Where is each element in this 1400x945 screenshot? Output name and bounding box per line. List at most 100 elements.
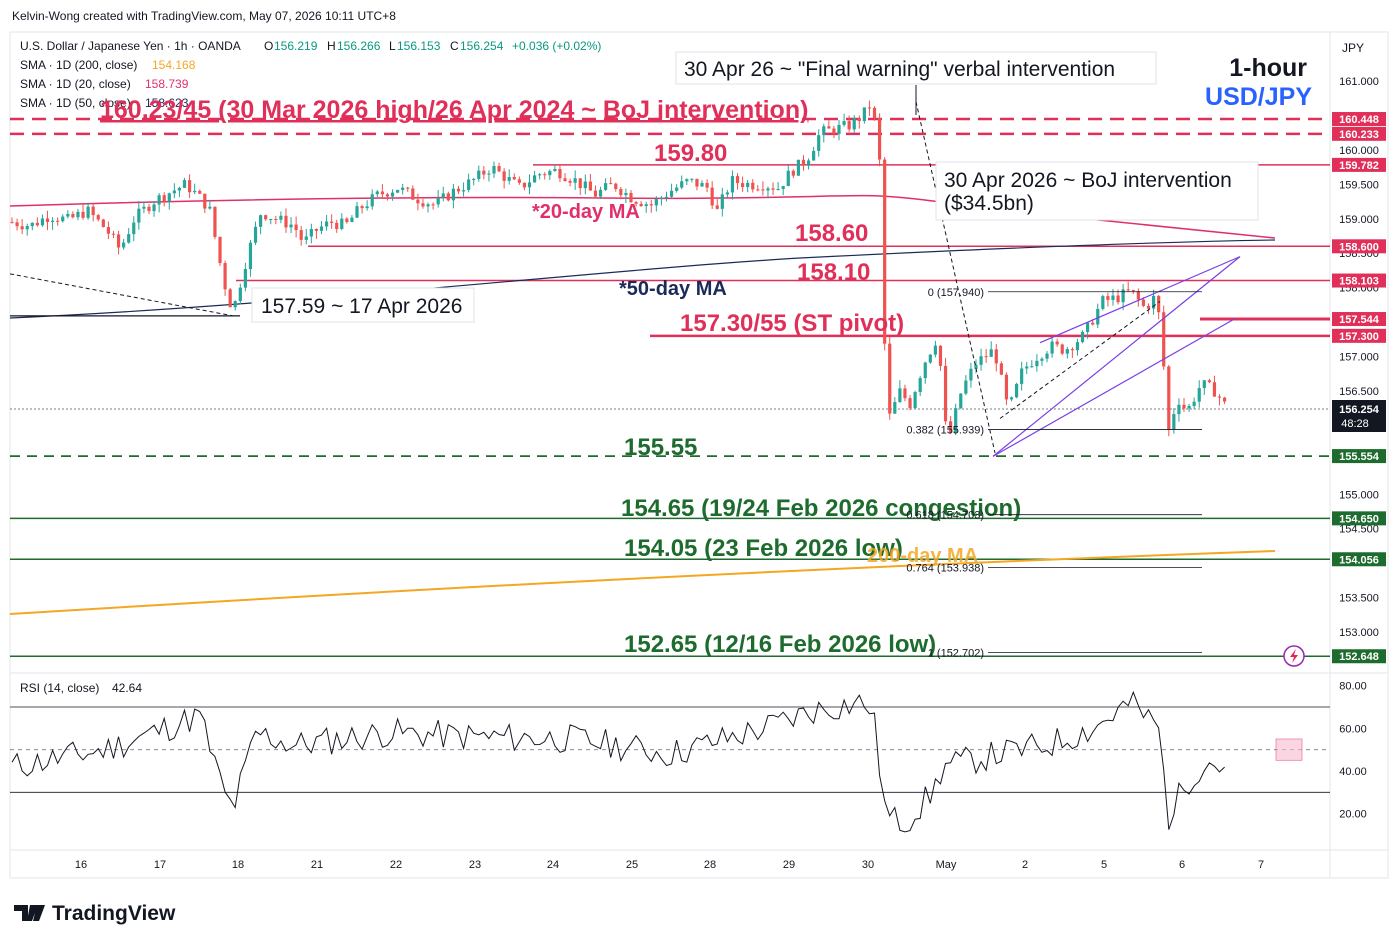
candle-body: [1040, 358, 1044, 361]
candle: [35, 217, 39, 227]
candle-body: [588, 181, 592, 191]
candle: [213, 206, 217, 240]
candle-body: [203, 193, 207, 209]
candle: [751, 179, 755, 193]
candle-body: [456, 188, 461, 192]
time-tick-label: 25: [626, 859, 638, 871]
time-tick-label: 22: [390, 859, 402, 871]
candle: [365, 200, 369, 211]
candle: [512, 173, 516, 181]
candle: [827, 120, 831, 129]
candle: [949, 416, 953, 435]
level-r3-label: 158.60: [795, 220, 868, 247]
candle: [269, 218, 273, 225]
candle: [1060, 343, 1064, 356]
candle-body: [786, 170, 790, 187]
candle-body: [1106, 296, 1110, 300]
candle-body: [279, 215, 283, 220]
candle: [335, 219, 339, 233]
candle: [817, 129, 821, 157]
candle: [1177, 398, 1181, 422]
price-tag-text: 154.056: [1339, 554, 1379, 566]
time-tick-label: 29: [783, 859, 795, 871]
symbol-label[interactable]: U.S. Dollar / Japanese Yen · 1h · OANDA: [20, 39, 241, 53]
candle-body: [888, 343, 892, 414]
candles-layer: [10, 100, 1227, 437]
sma200-label: SMA · 1D (200, close): [20, 58, 137, 72]
candle: [979, 348, 983, 371]
candle: [619, 186, 623, 200]
candle: [461, 182, 466, 197]
candle-body: [949, 421, 953, 434]
candle: [538, 172, 542, 180]
candle: [568, 178, 572, 187]
candle-body: [355, 206, 359, 218]
candle: [746, 179, 750, 193]
candle-body: [1126, 289, 1130, 291]
candle: [203, 193, 207, 213]
candle: [761, 181, 765, 196]
pair-title: USD/JPY: [1205, 83, 1312, 111]
price-axis[interactable]: 161.000160.000159.500159.000158.500158.0…: [1332, 76, 1386, 664]
low-17apr-box: [251, 287, 475, 323]
candle: [654, 196, 658, 212]
time-axis[interactable]: 16 17 18 21 22 23 24 25 28 29 30 May 2 5 6 7: [75, 859, 1264, 871]
sma50-label: SMA · 1D (50, close): [20, 96, 131, 110]
candle-body: [903, 388, 907, 399]
lightning-icon[interactable]: [1283, 645, 1305, 667]
candle-body: [314, 229, 319, 231]
candle: [649, 199, 653, 213]
candle: [842, 113, 846, 127]
candle: [10, 217, 14, 224]
candle-body: [847, 121, 851, 130]
candle: [796, 159, 801, 176]
candle-body: [35, 222, 39, 226]
indicator-legend[interactable]: SMA · 1D (200, close) 154.168 SMA · 1D (…: [20, 58, 196, 110]
candle-body: [578, 178, 582, 189]
candle: [669, 183, 674, 198]
time-tick-label: 24: [547, 859, 559, 871]
level-s1-label: 155.55: [624, 434, 697, 461]
candle: [517, 176, 521, 185]
candle-body: [1177, 404, 1181, 415]
candle-body: [441, 193, 445, 198]
candle: [695, 178, 699, 191]
candle: [116, 230, 121, 255]
low-17apr-text: 157.59 ~ 17 Apr 2026: [261, 295, 462, 318]
candle: [264, 214, 268, 221]
candle-body: [548, 171, 552, 176]
candle-body: [1055, 341, 1059, 345]
candle: [96, 213, 100, 222]
candle-body: [289, 224, 293, 228]
candle: [883, 157, 887, 351]
level-s2-label: 154.65 (19/24 Feb 2026 congestion): [621, 495, 1021, 522]
candle: [801, 155, 806, 171]
candle-body: [715, 205, 719, 209]
time-tick-label: 17: [154, 859, 166, 871]
candle-body: [532, 175, 537, 183]
candle-body: [1141, 299, 1146, 306]
candle-body: [852, 117, 856, 130]
candle: [898, 380, 902, 403]
candle-body: [1202, 380, 1206, 389]
candle-body: [781, 186, 785, 190]
candle: [938, 345, 943, 371]
candle-body: [228, 289, 232, 308]
candle-body: [380, 191, 384, 195]
price-tag: 157.300: [1332, 328, 1386, 343]
candle: [847, 115, 851, 132]
candle: [360, 204, 364, 214]
candle-body: [304, 236, 308, 240]
candle: [50, 217, 55, 230]
candle: [385, 192, 390, 201]
price-tag: 154.650: [1332, 511, 1386, 526]
candle: [710, 181, 714, 209]
candle: [375, 190, 379, 198]
candle: [822, 123, 826, 143]
candle: [309, 223, 313, 244]
candle: [1187, 403, 1191, 413]
candle-body: [827, 126, 831, 129]
candle: [862, 107, 866, 124]
price-tick-label: 154.500: [1339, 524, 1379, 536]
